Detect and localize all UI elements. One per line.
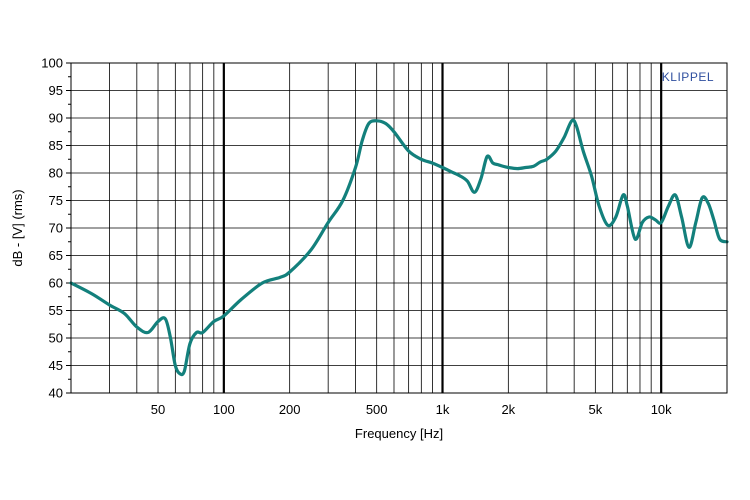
x-tick-label: 2k bbox=[501, 402, 515, 417]
y-tick-label: 85 bbox=[49, 138, 63, 153]
x-tick-label: 1k bbox=[436, 402, 450, 417]
x-tick-label: 5k bbox=[588, 402, 602, 417]
series-line-spl-response bbox=[69, 118, 729, 377]
y-tick-label: 75 bbox=[49, 193, 63, 208]
y-tick-label: 60 bbox=[49, 276, 63, 291]
y-tick-label: 95 bbox=[49, 83, 63, 98]
y-tick-label: 90 bbox=[49, 111, 63, 126]
x-tick-label: 10k bbox=[651, 402, 672, 417]
x-tick-label: 200 bbox=[279, 402, 301, 417]
x-axis-title: Frequency [Hz] bbox=[355, 426, 443, 441]
series-layer bbox=[69, 118, 729, 377]
x-tick-label: 500 bbox=[366, 402, 388, 417]
plot-frame bbox=[70, 62, 728, 394]
y-tick-label: 45 bbox=[49, 358, 63, 373]
y-tick-label: 80 bbox=[49, 166, 63, 181]
x-tick-label: 100 bbox=[213, 402, 235, 417]
tick-labels: 40 45 50 55 60 65 70 75 80 85 90 95 100 50 100 200 500 1k… bbox=[41, 56, 672, 418]
y-tick-label: 55 bbox=[49, 303, 63, 318]
x-tick-label: 50 bbox=[151, 402, 165, 417]
y-tick-label: 70 bbox=[49, 221, 63, 236]
plot-grid bbox=[66, 62, 727, 394]
y-tick-label: 40 bbox=[49, 386, 63, 401]
y-axis-title: dB - [V] (rms) bbox=[10, 189, 25, 266]
klippel-brand-label: KLIPPEL bbox=[662, 70, 714, 84]
y-tick-label: 100 bbox=[41, 56, 63, 71]
y-tick-label: 65 bbox=[49, 248, 63, 263]
y-tick-label: 50 bbox=[49, 331, 63, 346]
